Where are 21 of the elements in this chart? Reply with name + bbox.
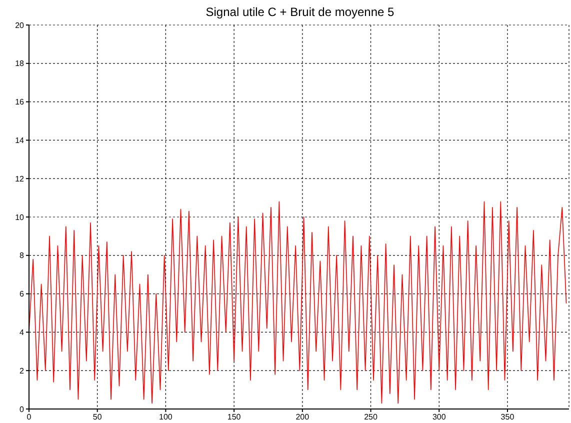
y-tick-label: 16 xyxy=(15,98,25,107)
x-tick-label: 0 xyxy=(26,412,32,422)
y-tick-label: 18 xyxy=(15,59,25,68)
y-tick-label: 4 xyxy=(20,328,25,338)
x-tick-label: 300 xyxy=(432,412,446,422)
x-tick-label: 250 xyxy=(364,412,378,422)
y-tick-label: 10 xyxy=(15,212,25,222)
x-tick-label: 150 xyxy=(227,412,242,422)
y-tick-label: 12 xyxy=(15,174,25,184)
y-tick-label: 6 xyxy=(20,290,25,299)
line-series xyxy=(29,201,567,404)
y-tick-label: 20 xyxy=(15,20,25,30)
y-tick-label: 2 xyxy=(20,366,25,376)
x-tick-label: 350 xyxy=(500,412,515,422)
chart-title: Signal utile C + Bruit de moyenne 5 xyxy=(204,5,396,19)
x-tick-label: 100 xyxy=(159,412,173,422)
y-tick-label: 14 xyxy=(15,136,25,146)
y-tick-label: 8 xyxy=(20,251,25,260)
x-tick-label: 200 xyxy=(296,412,310,422)
y-tick-label: 0 xyxy=(20,404,25,414)
x-tick-label: 50 xyxy=(92,412,102,422)
